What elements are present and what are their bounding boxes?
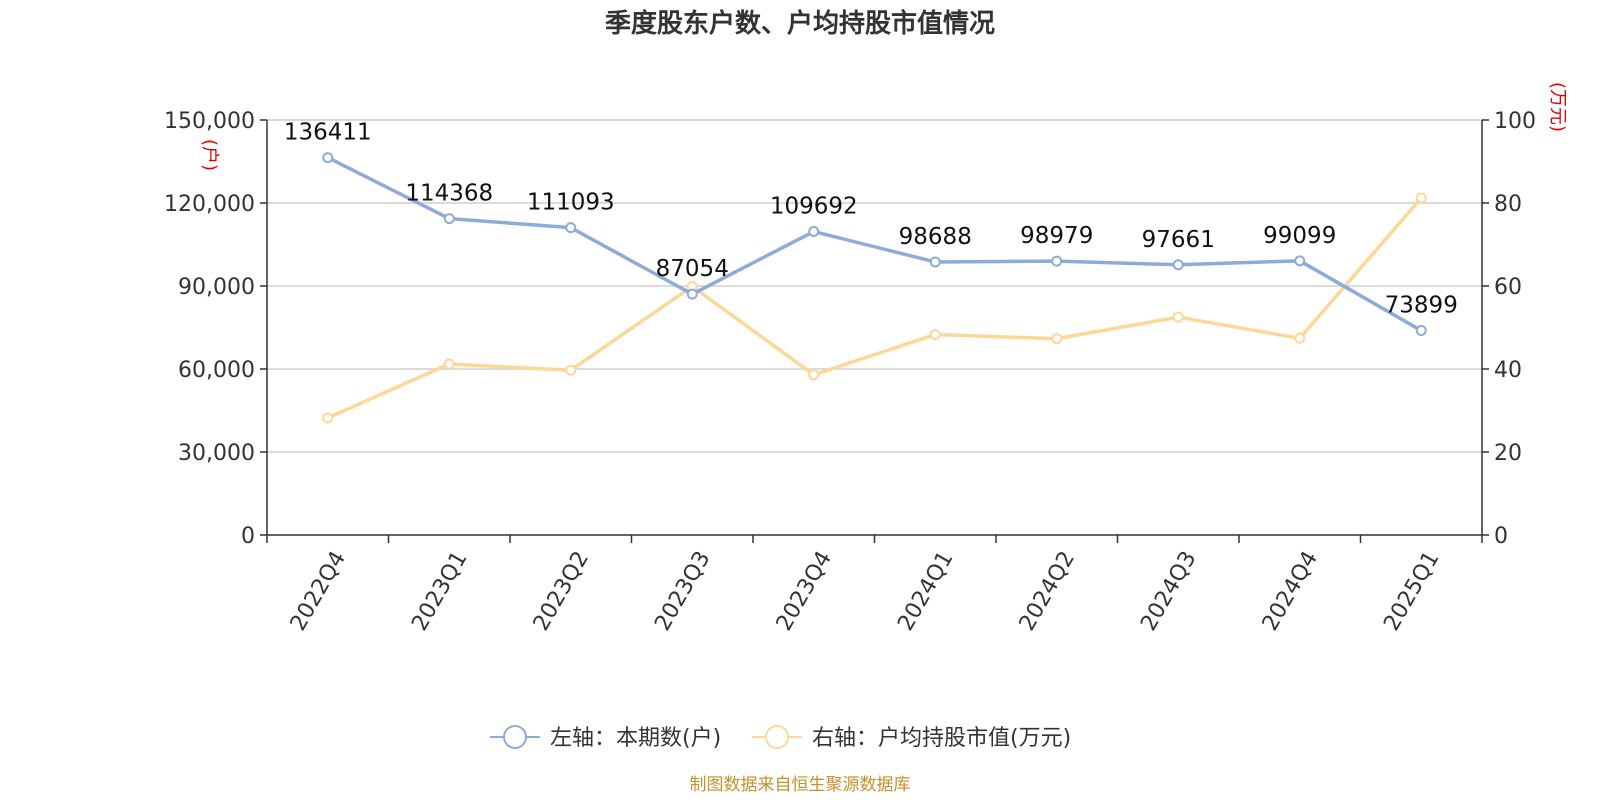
legend-item[interactable]: 左轴：本期数(户) (490, 725, 721, 751)
x-axis-label: 2025Q1 (1379, 547, 1444, 635)
left-axis-unit: (户) (199, 139, 220, 171)
right-axis-tick-label: 0 (1494, 524, 1508, 549)
left-axis-tick-label: 90,000 (178, 275, 255, 300)
x-axis-label: 2023Q4 (772, 547, 837, 635)
legend-item[interactable]: 右轴：户均持股市值(万元) (752, 725, 1071, 751)
x-axis-label: 2024Q2 (1015, 547, 1080, 635)
data-point (1294, 255, 1306, 267)
left-axis-tick-label: 30,000 (178, 441, 255, 466)
right-axis-tick-label: 20 (1494, 441, 1522, 466)
grid-lines (267, 119, 1482, 453)
left-axis-tick-label: 60,000 (178, 358, 255, 383)
data-label: 98979 (1020, 223, 1093, 249)
x-axis-label: 2023Q1 (407, 547, 472, 635)
data-point (565, 364, 577, 376)
legend[interactable]: 左轴：本期数(户) 右轴：户均持股市值(万元) (490, 725, 1071, 751)
series-avg-holding-value (322, 192, 1427, 424)
data-label: 87054 (656, 256, 729, 282)
data-point (1172, 311, 1184, 323)
series-line (327, 196, 1423, 420)
data-point (1051, 333, 1063, 345)
x-axis-label: 2024Q3 (1136, 547, 1201, 635)
data-point (565, 222, 577, 234)
series-layer: 136411 114368 111093 87054 109692 98688 98979 9… (284, 120, 1458, 424)
source-note: 制图数据来自恒生聚源数据库 (690, 775, 911, 795)
legend-marker (503, 725, 527, 749)
right-axis-unit: (万元) (1547, 82, 1568, 132)
left-axis-tick-label: 120,000 (164, 192, 255, 217)
right-axis-tick-label: 40 (1494, 358, 1522, 383)
data-point (1051, 255, 1063, 267)
data-point (686, 288, 698, 300)
legend-label: 右轴：户均持股市值(万元) (812, 726, 1071, 751)
data-point (929, 256, 941, 268)
data-point (443, 213, 455, 225)
series-shareholder-count: 136411 114368 111093 87054 109692 98688 98979 9… (284, 120, 1458, 337)
axes: 0 0 30,000 20 60,000 40 90,000 60 120,000 80 150,0… (164, 109, 1536, 635)
x-axis-label: 2023Q3 (650, 547, 715, 635)
data-label: 97661 (1142, 227, 1215, 253)
data-point (808, 369, 820, 381)
data-label: 109692 (770, 194, 858, 220)
data-point (1294, 332, 1306, 344)
x-axis-label: 2022Q4 (286, 547, 351, 635)
data-point (322, 412, 334, 424)
data-point (1172, 259, 1184, 271)
data-point (322, 152, 334, 164)
data-label: 136411 (284, 120, 372, 146)
right-axis-tick-label: 100 (1494, 109, 1536, 134)
series-line (326, 156, 1423, 333)
legend-marker (765, 725, 789, 749)
data-label: 99099 (1263, 223, 1336, 249)
left-axis-tick-label: 150,000 (164, 109, 255, 134)
right-axis-tick-label: 60 (1494, 275, 1522, 300)
x-axis-label: 2024Q4 (1258, 547, 1323, 635)
chart-title: 季度股东户数、户均持股市值情况 (605, 8, 995, 39)
data-point (1415, 192, 1427, 204)
legend-label: 左轴：本期数(户) (550, 726, 721, 751)
data-label: 111093 (527, 190, 615, 216)
data-point (443, 358, 455, 370)
data-point (808, 226, 820, 238)
right-axis-tick-label: 80 (1494, 192, 1522, 217)
data-point (929, 329, 941, 341)
data-label: 114368 (405, 181, 493, 207)
data-label: 73899 (1385, 293, 1458, 319)
data-label: 98688 (899, 224, 972, 250)
x-axis-label: 2024Q1 (893, 547, 958, 635)
left-axis-tick-label: 0 (241, 524, 255, 549)
x-axis-label: 2023Q2 (529, 547, 594, 635)
data-point (1415, 325, 1427, 337)
